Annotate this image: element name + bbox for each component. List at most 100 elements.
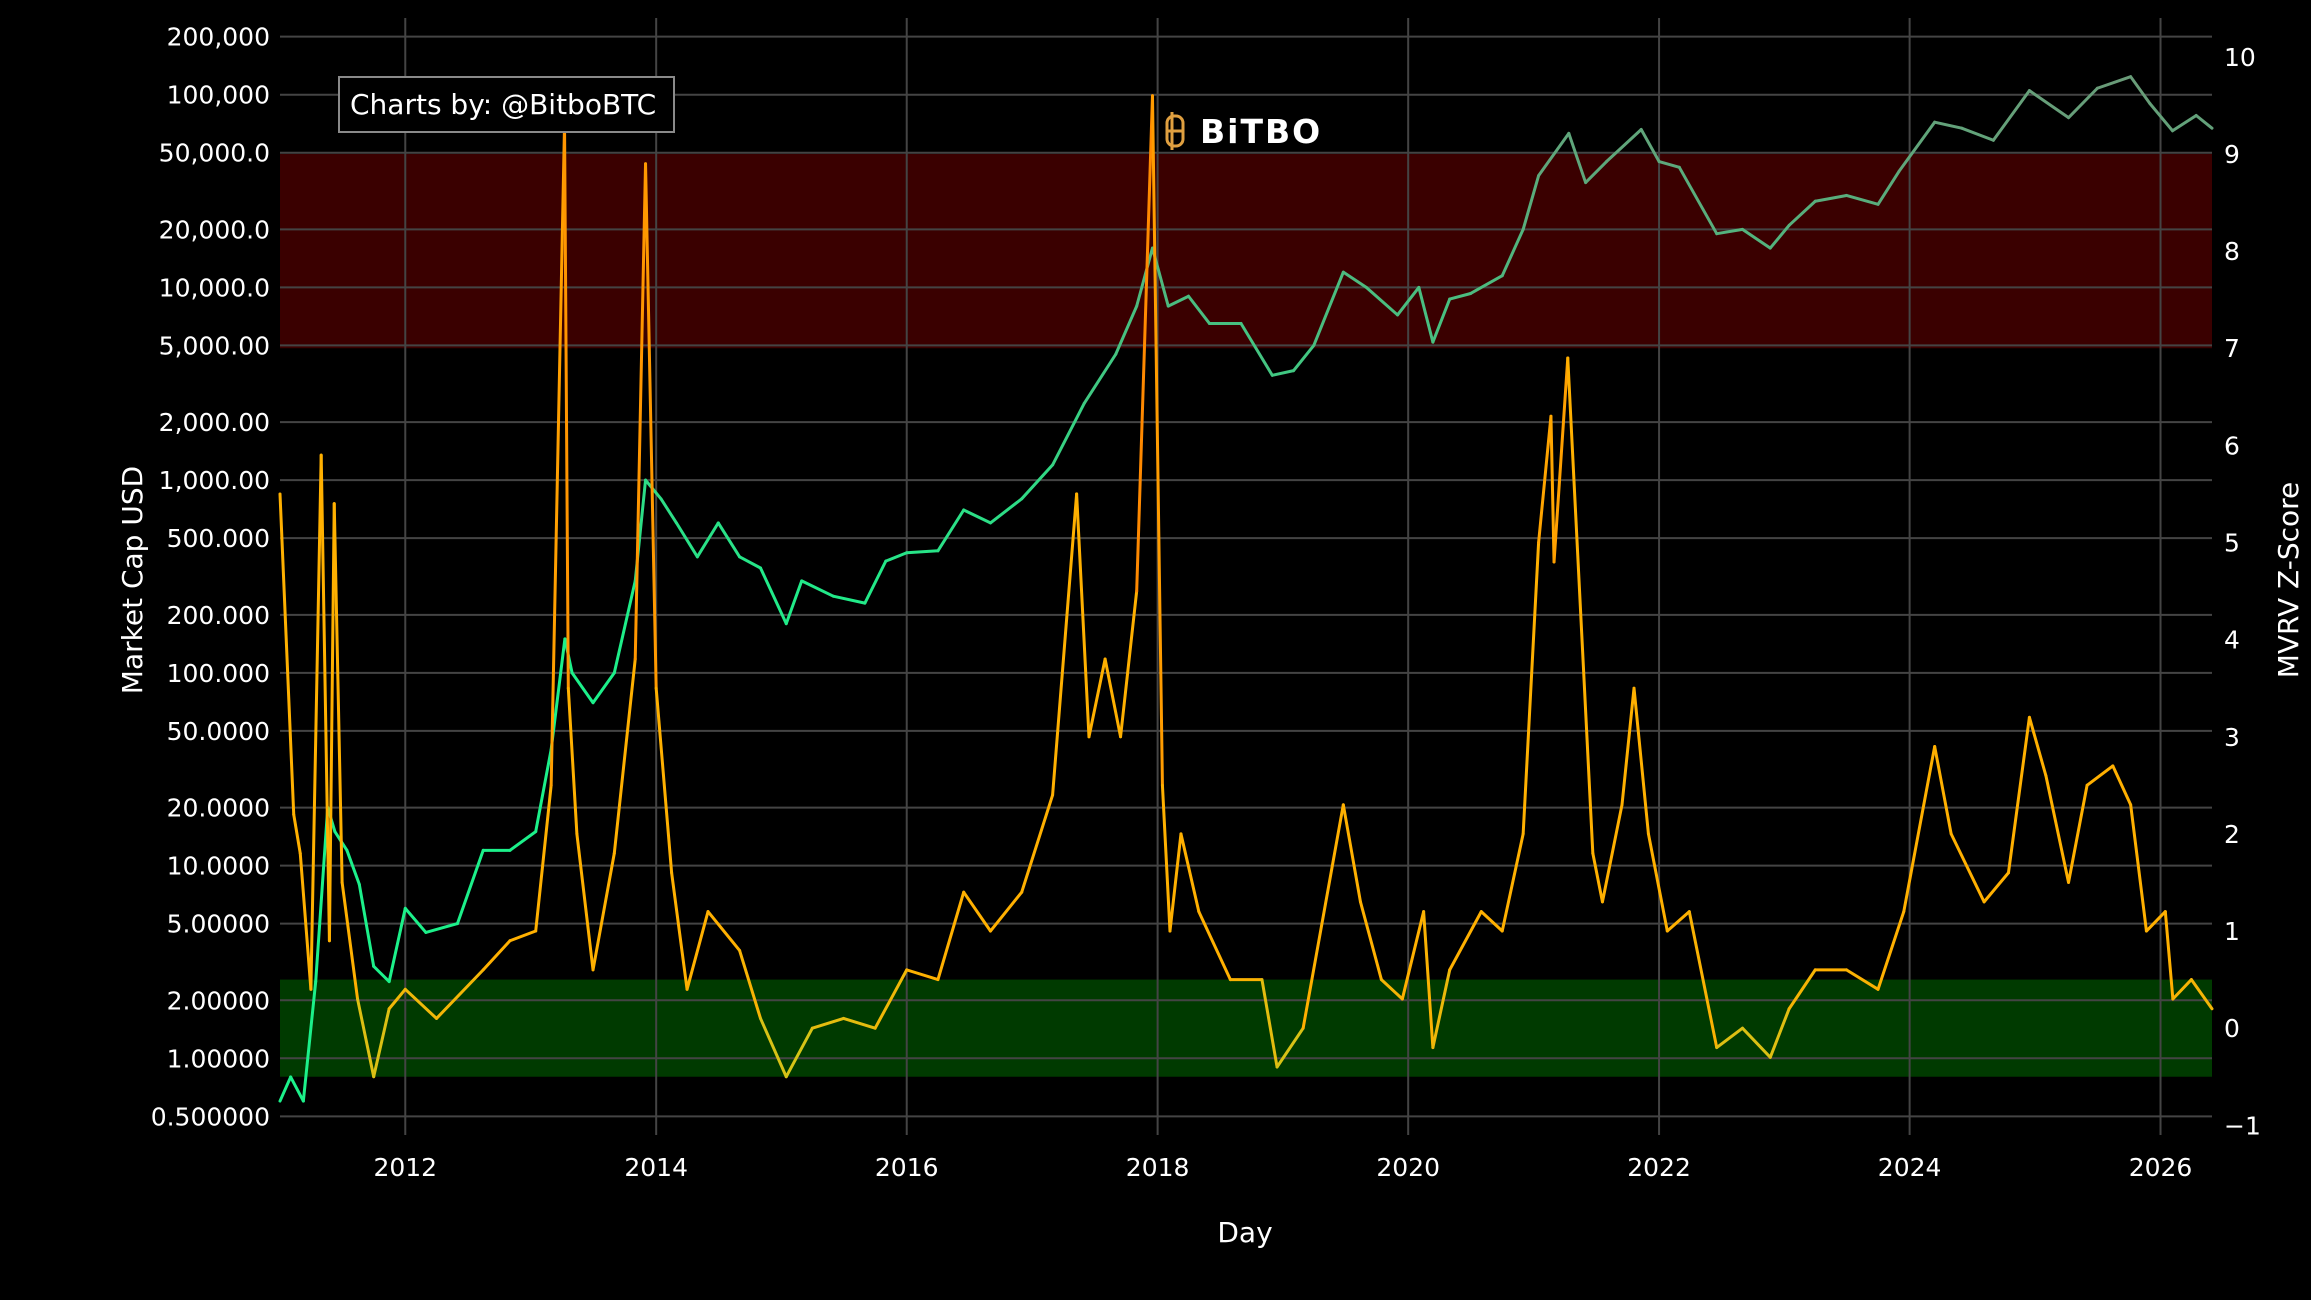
series-segment [1813,193,1848,203]
series-segment [1114,304,1139,356]
left-tick-label: 5,000.00 [159,331,270,360]
x-tick-label: 2014 [624,1153,688,1182]
series-segment [1260,978,1279,1069]
x-axis-title: Day [1217,1216,1272,1249]
right-tick-label: 2 [2224,820,2240,849]
series-segment [654,686,674,875]
series-segment [424,922,459,934]
series-segment [784,579,804,626]
series-segment [289,1075,305,1103]
series-segment [1341,803,1362,904]
series-segment [905,968,940,982]
series-segment [1448,910,1483,972]
series-segment [612,579,637,675]
series-segment [332,502,344,884]
series-segment [298,851,313,991]
series-segment [1051,492,1079,797]
series-segment [1549,414,1556,564]
right-tick-label: 5 [2224,529,2240,558]
series-segment [2194,113,2214,130]
series-segment [810,1016,846,1030]
series-segment [1876,910,1906,991]
series-segment [563,123,570,690]
series-segment [1521,174,1541,231]
series-segment [863,559,888,605]
series-segment [1168,832,1183,933]
series-segment [2044,774,2071,884]
series-segment [1364,285,1400,317]
series-segment [2189,978,2214,1011]
series-segment [1500,227,1525,278]
right-tick-label: −1 [2224,1111,2261,1140]
series-segment [1537,131,1571,178]
series-segment [738,555,763,570]
series-segment [1292,343,1316,373]
series-segment [1584,160,1609,185]
series-segment [1933,744,1953,836]
series-segment [1400,910,1426,1001]
series-segment [905,549,940,555]
series-segment [1358,900,1383,982]
series-segment [873,968,909,1030]
right-axis-title: MVRV Z-Score [2272,482,2305,679]
right-tick-label: 9 [2224,140,2240,169]
series-segment [566,686,579,836]
series-segment [1187,294,1211,325]
series-segment [387,906,407,984]
series-segment [1431,297,1452,344]
left-tick-label: 0.500000 [151,1102,270,1131]
series-segment [988,497,1024,525]
left-tick-label: 10.0000 [167,852,270,881]
credit-box-frame [338,76,675,133]
series-segment [633,162,648,661]
series-segment [1844,968,1880,991]
series-segment [1646,832,1669,933]
series-segment [327,502,336,943]
series-segment [372,964,391,984]
right-tick-label: 4 [2224,626,2240,655]
series-segment [1566,356,1595,855]
series-segment [842,1016,877,1030]
series-segment [1051,401,1086,467]
series-segment [1687,910,1719,1050]
series-segment [1431,968,1452,1050]
right-tick-label: 7 [2224,334,2240,363]
series-segment [670,871,689,991]
series-segment [831,594,867,605]
series-segment [1657,160,1681,169]
series-segment [1270,369,1296,377]
series-segment [508,830,538,852]
series-segment [1567,131,1588,185]
series-segment [1087,657,1107,739]
series-segment [2171,113,2198,133]
series-segment [357,882,376,968]
series-segment [319,453,331,943]
right-tick-label: 1 [2224,917,2240,946]
series-segment [1422,910,1435,1050]
series-segment [278,1075,293,1103]
series-segment [2148,102,2175,133]
right-tick-label: 0 [2224,1014,2240,1043]
series-segment [1020,793,1055,894]
series-segment [1982,871,2010,904]
series-segment [962,890,992,933]
series-segment [1082,352,1118,405]
series-segment [2129,803,2148,933]
series-segment [1605,127,1643,164]
series-segment [759,566,788,626]
series-segment [403,906,428,934]
series-segment [1417,285,1435,344]
series-segment [1715,227,1744,236]
series-segment [884,551,909,563]
x-tick-label: 2020 [1376,1153,1440,1182]
series-segment [534,783,553,933]
series-segment [1960,126,1995,142]
series-segment [674,521,699,559]
series-segment [685,910,710,991]
series-segment [1150,94,1164,787]
series-segment [1620,686,1636,807]
x-axis-ticks: 2012 2014 2016 2018 2020 2022 2024 2026 [373,1153,2192,1182]
series-segment [1740,1026,1772,1059]
